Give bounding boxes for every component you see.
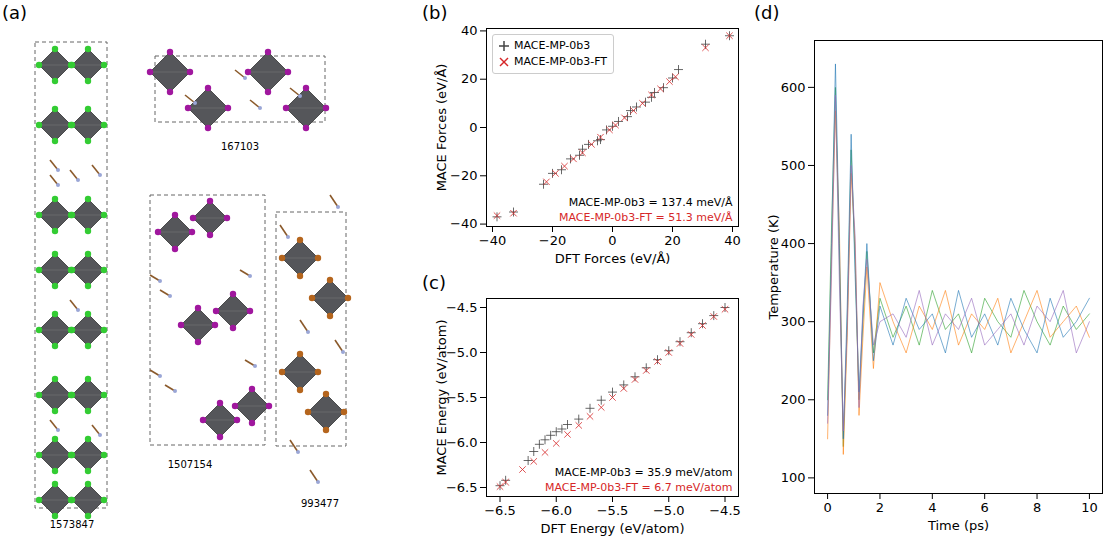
- svg-text:−6.5: −6.5: [484, 503, 516, 518]
- svg-text:6: 6: [981, 500, 989, 515]
- svg-text:993477: 993477: [301, 498, 339, 509]
- svg-text:−5.0: −5.0: [446, 345, 478, 360]
- svg-text:−4.5: −4.5: [709, 503, 741, 518]
- svg-text:400: 400: [781, 236, 806, 251]
- svg-text:500: 500: [781, 158, 806, 173]
- svg-text:1507154: 1507154: [168, 459, 213, 470]
- svg-text:Temperature (K): Temperature (K): [766, 214, 781, 320]
- svg-text:−40: −40: [479, 233, 506, 248]
- html-text:(a): (a): [2, 2, 28, 23]
- svg-text:MACE Forces (eV/Å): MACE Forces (eV/Å): [434, 64, 449, 192]
- svg-text:8: 8: [1033, 500, 1041, 515]
- svg-text:DFT Energy (eV/atom): DFT Energy (eV/atom): [540, 521, 684, 536]
- svg-text:10: 10: [1081, 500, 1098, 515]
- svg-text:0: 0: [608, 233, 616, 248]
- svg-text:100: 100: [781, 470, 806, 485]
- html-text:(b): (b): [422, 2, 448, 23]
- svg-text:200: 200: [781, 392, 806, 407]
- svg-text:−6.0: −6.0: [446, 435, 478, 450]
- svg-text:−6.0: −6.0: [540, 503, 572, 518]
- svg-text:−4.5: −4.5: [446, 300, 478, 315]
- svg-text:−20: −20: [539, 233, 566, 248]
- svg-text:−40: −40: [450, 216, 477, 231]
- svg-text:MACE-MP-0b3-FT = 51.3 meV/Å: MACE-MP-0b3-FT = 51.3 meV/Å: [559, 211, 733, 224]
- svg-text:600: 600: [781, 80, 806, 95]
- svg-text:40: 40: [461, 23, 478, 38]
- svg-text:0: 0: [823, 500, 831, 515]
- svg-text:20: 20: [664, 233, 681, 248]
- html-text:(c): (c): [422, 272, 446, 293]
- svg-text:0: 0: [469, 120, 477, 135]
- svg-text:4: 4: [928, 500, 936, 515]
- html-text:(d): (d): [754, 2, 780, 23]
- svg-text:Time (ps): Time (ps): [927, 518, 989, 533]
- svg-text:DFT Forces (eV/Å): DFT Forces (eV/Å): [555, 251, 671, 266]
- svg-text:−5.0: −5.0: [653, 503, 685, 518]
- svg-text:20: 20: [461, 71, 478, 86]
- svg-text:40: 40: [724, 233, 741, 248]
- svg-text:−20: −20: [450, 168, 477, 183]
- svg-text:300: 300: [781, 314, 806, 329]
- svg-text:MACE-MP-0b3 = 137.4 meV/Å: MACE-MP-0b3 = 137.4 meV/Å: [569, 196, 733, 209]
- svg-text:MACE Energy (eV/atom): MACE Energy (eV/atom): [434, 319, 449, 475]
- html-text:MACE-MP-0b3: MACE-MP-0b3: [514, 39, 591, 52]
- svg-text:−5.5: −5.5: [446, 390, 478, 405]
- svg-text:MACE-MP-0b3-FT = 6.7 meV/atom: MACE-MP-0b3-FT = 6.7 meV/atom: [545, 481, 733, 494]
- html-text:MACE-MP-0b3-FT: MACE-MP-0b3-FT: [514, 55, 608, 68]
- svg-text:MACE-MP-0b3 = 35.9 meV/atom: MACE-MP-0b3 = 35.9 meV/atom: [555, 466, 733, 479]
- svg-text:−6.5: −6.5: [446, 480, 478, 495]
- svg-text:−5.5: −5.5: [597, 503, 629, 518]
- svg-text:2: 2: [876, 500, 884, 515]
- svg-text:1573847: 1573847: [50, 519, 95, 530]
- svg-text:167103: 167103: [221, 141, 259, 152]
